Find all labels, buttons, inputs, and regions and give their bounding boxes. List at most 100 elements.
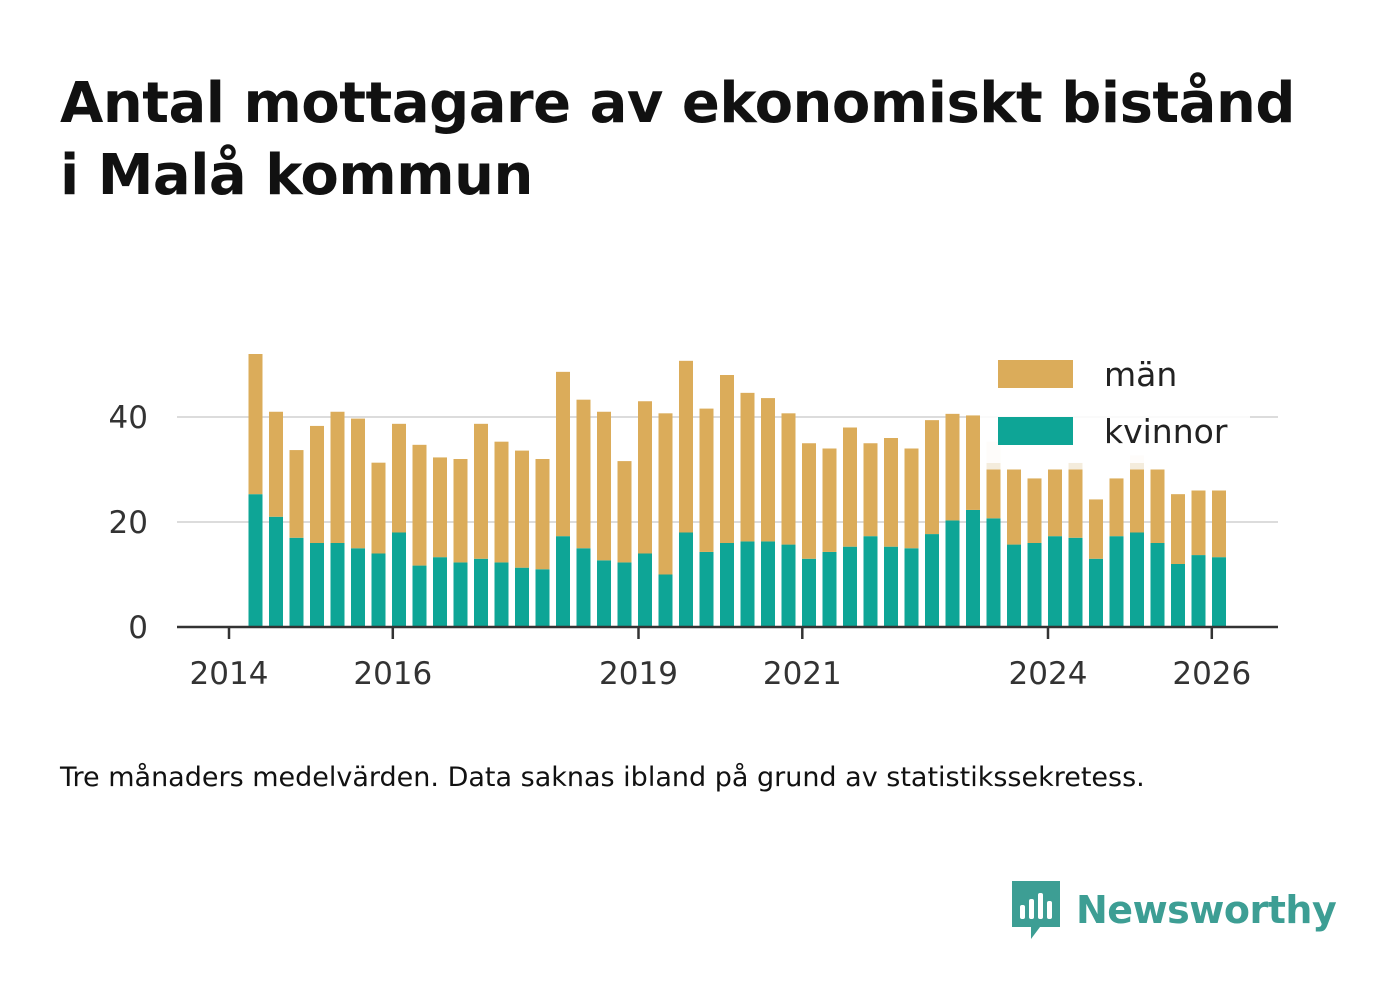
- legend-label-kvinnor: kvinnor: [1104, 412, 1228, 451]
- bar-man-2017-06: [494, 441, 509, 563]
- bar-man-2016-03: [392, 423, 406, 533]
- bar-man-2018-09: [597, 411, 611, 561]
- legend: män kvinnor: [980, 345, 1250, 463]
- bar-man-2018-06: [576, 399, 591, 549]
- bar-man-2015-09: [351, 418, 365, 549]
- bar-kvinnor-2020-06: [740, 541, 755, 627]
- bar-man-2020-09: [761, 398, 775, 542]
- bar-man-2016-09: [433, 457, 447, 558]
- x-tick-label-2024: 2024: [1009, 656, 1088, 692]
- bar-man-2022-03: [884, 438, 898, 547]
- bar-kvinnor-2016-06: [412, 565, 427, 627]
- bar-kvinnor-2018-09: [597, 560, 611, 627]
- bar-kvinnor-2021-12: [863, 536, 878, 627]
- bar-man-2021-09: [843, 427, 857, 547]
- bar-man-2017-03: [474, 423, 488, 559]
- y-tick-label-20: 20: [109, 505, 148, 541]
- legend-label-man: män: [1104, 355, 1177, 394]
- bar-kvinnor-2020-03: [720, 543, 734, 627]
- bar-man-2015-12: [371, 462, 386, 554]
- bar-kvinnor-2015-03: [310, 543, 324, 627]
- bar-man-2023-03: [966, 415, 980, 510]
- chart-title-line-1: Antal mottagare av ekonomiskt bistånd: [60, 71, 1295, 136]
- newsworthy-logo-icon: [1012, 881, 1060, 939]
- bar-kvinnor-2021-03: [802, 558, 816, 627]
- bar-kvinnor-2014-12: [289, 537, 304, 627]
- bar-kvinnor-2022-03: [884, 546, 898, 627]
- bar-man-2014-09: [269, 411, 283, 517]
- bar-man-2017-09: [515, 450, 529, 568]
- bar-man-2026-03: [1212, 490, 1226, 558]
- bar-kvinnor-2025-12: [1191, 555, 1206, 627]
- bar-kvinnor-2017-03: [474, 558, 488, 627]
- bar-kvinnor-2023-06: [986, 518, 1001, 627]
- bar-man-2018-03: [556, 371, 570, 537]
- bar-man-2023-06: [986, 469, 1001, 519]
- bar-man-2020-06: [740, 392, 755, 542]
- bar-kvinnor-2024-06: [1068, 537, 1083, 627]
- bar-kvinnor-2018-03: [556, 536, 570, 627]
- bar-kvinnor-2015-06: [330, 543, 345, 627]
- bar-man-2015-06: [330, 411, 345, 543]
- bar-kvinnor-2023-12: [1027, 543, 1042, 627]
- bar-kvinnor-2022-06: [904, 548, 919, 627]
- bar-chart: 0 20 40 2014 2016 2019 2021 2024 2026 män kvinnor: [108, 345, 1278, 692]
- bar-man-2019-12: [699, 408, 714, 552]
- bar-kvinnor-2014-09: [269, 516, 283, 627]
- x-tick-label-2016: 2016: [353, 656, 432, 692]
- bar-man-2014-06: [248, 354, 263, 495]
- bar-man-2025-12: [1191, 490, 1206, 556]
- x-tick-label-2014: 2014: [190, 656, 269, 692]
- bar-kvinnor-2021-06: [822, 551, 837, 627]
- bar-man-2022-09: [925, 420, 939, 535]
- bar-kvinnor-2017-12: [535, 569, 550, 627]
- bar-kvinnor-2025-06: [1150, 543, 1165, 627]
- bar-man-2022-12: [945, 413, 960, 521]
- bar-kvinnor-2023-03: [966, 509, 980, 627]
- bar-man-2024-12: [1109, 478, 1124, 537]
- bar-kvinnor-2019-06: [658, 574, 673, 627]
- bar-kvinnor-2025-09: [1171, 564, 1185, 627]
- bar-man-2021-12: [863, 443, 878, 537]
- chart-caption: Tre månaders medelvärden. Data saknas ib…: [60, 762, 1145, 793]
- bar-missing-2024-06: [1068, 462, 1083, 470]
- bar-man-2015-03: [310, 425, 324, 543]
- bar-kvinnor-2014-06: [248, 494, 263, 627]
- chart-title-line-2: i Malå kommun: [60, 143, 533, 208]
- bar-kvinnor-2022-12: [945, 520, 960, 627]
- bar-kvinnor-2024-12: [1109, 536, 1124, 627]
- bar-man-2023-09: [1007, 469, 1021, 545]
- bar-man-2016-12: [453, 459, 468, 563]
- bar-man-2017-12: [535, 459, 550, 570]
- bar-kvinnor-2026-03: [1212, 557, 1226, 627]
- bar-kvinnor-2019-12: [699, 551, 714, 627]
- bar-kvinnor-2022-09: [925, 534, 939, 627]
- bar-man-2019-03: [638, 401, 652, 554]
- bar-kvinnor-2021-09: [843, 546, 857, 627]
- bar-man-2020-12: [781, 413, 796, 545]
- y-tick-label-0: 0: [128, 610, 148, 646]
- bar-kvinnor-2015-12: [371, 553, 386, 627]
- bar-man-2019-09: [679, 360, 693, 533]
- bar-man-2025-09: [1171, 494, 1185, 564]
- newsworthy-wordmark: Newsworthy: [1076, 888, 1337, 932]
- bar-kvinnor-2016-12: [453, 562, 468, 627]
- bar-kvinnor-2020-09: [761, 541, 775, 627]
- bar-man-2019-06: [658, 413, 673, 575]
- legend-swatch-man: [998, 360, 1073, 388]
- bar-man-2018-12: [617, 461, 632, 563]
- bar-man-2023-12: [1027, 478, 1042, 543]
- bar-kvinnor-2024-03: [1048, 536, 1062, 627]
- newsworthy-brand: Newsworthy: [1010, 878, 1337, 942]
- bar-kvinnor-2024-09: [1089, 558, 1103, 627]
- bar-man-2025-03: [1130, 469, 1144, 533]
- bar-man-2021-06: [822, 448, 837, 552]
- bar-man-2021-03: [802, 443, 816, 559]
- bar-kvinnor-2017-09: [515, 567, 529, 627]
- bar-man-2025-06: [1150, 469, 1165, 543]
- bar-kvinnor-2019-09: [679, 532, 693, 627]
- bar-man-2024-03: [1048, 469, 1062, 537]
- bar-man-2022-06: [904, 448, 919, 549]
- x-tick-label-2026: 2026: [1172, 656, 1251, 692]
- bar-kvinnor-2017-06: [494, 562, 509, 627]
